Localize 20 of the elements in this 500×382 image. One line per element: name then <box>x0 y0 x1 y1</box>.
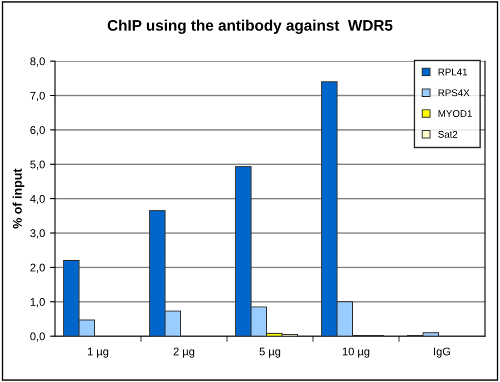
legend-label: RPS4X <box>438 89 470 96</box>
y-tick-label: 6,0 <box>30 126 45 136</box>
y-tick-label: 1,0 <box>30 298 45 308</box>
y-axis-title: % of input <box>12 168 24 229</box>
x-tick-label: 2 µg <box>174 348 194 358</box>
y-tick-label: 7,0 <box>30 92 45 101</box>
y-tick-label: 2,0 <box>30 264 45 273</box>
legend-label: Sat2 <box>438 130 458 138</box>
y-tick-label: 3,0 <box>30 229 45 238</box>
chart-title: ChIP using the antibody against WDR5 <box>108 20 392 34</box>
x-tick-label: IgG <box>434 348 450 358</box>
x-tick-label: 5 µg <box>260 348 280 358</box>
y-tick-label: 8,0 <box>30 57 45 67</box>
y-tick-label: 0,0 <box>30 332 45 342</box>
legend-label: RPL41 <box>438 68 468 76</box>
y-tick-label: 4,0 <box>30 194 45 204</box>
legend-label: MYOD1 <box>438 110 472 118</box>
x-tick-label: 10 µg <box>342 348 370 358</box>
y-tick-label: 5,0 <box>30 160 45 170</box>
x-tick-label: 1 µg <box>88 348 108 358</box>
